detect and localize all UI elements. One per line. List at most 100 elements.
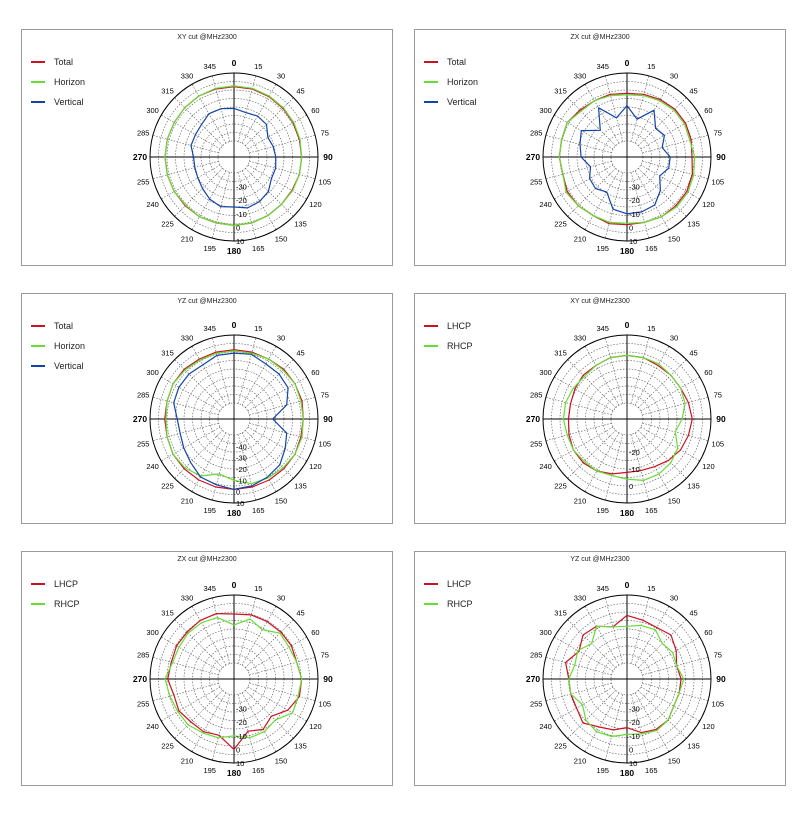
polar-grid-spoke [630,337,650,404]
angle-tick-label: 120 [309,462,322,471]
angle-tick-label: 270 [133,674,147,684]
series-line [173,352,289,490]
angle-tick-label: 240 [539,722,552,731]
angle-tick-label: 165 [645,766,658,775]
polar-grid-spoke [584,346,620,406]
angle-tick-label: 270 [526,674,540,684]
angle-tick-label: 30 [670,334,678,343]
angle-tick-label: 45 [689,609,697,618]
polar-grid-spoke [191,170,227,230]
legend-swatch [31,101,45,103]
legend-swatch [31,345,45,347]
polar-grid-spoke [545,422,612,442]
angle-tick-label: 255 [137,699,150,708]
angle-tick-label: 285 [530,129,543,138]
angle-tick-label: 120 [702,722,715,731]
polar-grid-spoke [567,97,616,146]
angle-tick-label: 285 [530,391,543,400]
polar-grid-spoke [634,84,670,144]
polar-grid-spoke [174,430,223,479]
angle-tick-label: 150 [275,234,288,243]
angle-tick-label: 0 [232,580,237,590]
legend-label: Total [447,57,467,67]
polar-grid-spoke [634,692,670,752]
angle-tick-label: 150 [668,496,681,505]
angle-tick-label: 270 [133,414,147,424]
angle-tick-label: 30 [277,72,285,81]
series-line [164,85,303,226]
angle-tick-label: 135 [687,220,700,229]
angle-tick-label: 315 [161,87,174,96]
radial-tick-label: -30 [236,454,247,463]
polar-grid-spoke [554,426,614,462]
polar-grid-spoke [249,656,316,676]
angle-tick-label: 45 [689,87,697,96]
angle-tick-label: 75 [321,651,329,660]
chart-panel-zx-linear: ZX cut @MHz2300 Total Horizon Vertical -30… [414,29,786,266]
angle-tick-label: 165 [645,244,658,253]
polar-grid-spoke [630,694,650,761]
radial-tick-label: -20 [629,718,640,727]
polar-grid-spoke [604,434,624,501]
angle-tick-label: 225 [161,220,174,229]
series-line [165,350,304,485]
angle-tick-label: 285 [137,129,150,138]
angle-tick-label: 0 [625,58,630,68]
angle-tick-label: 120 [702,200,715,209]
legend-swatch [31,325,45,327]
polar-plot: -30 -20 -10 0 10 0 15 30 45 60 75 90 105 120 135 150 165… [526,580,726,778]
chart-title: XY cut @MHz2300 [570,298,630,305]
chart-panel-xy-circular: XY cut @MHz2300 LHCP RHCP -20 -10 0 0 15 30 45 6… [414,293,786,524]
polar-grid-spoke [634,432,670,492]
legend-swatch [31,583,45,585]
angle-tick-label: 0 [232,320,237,330]
radial-tick-label: 10 [629,759,637,768]
angle-tick-label: 330 [181,72,194,81]
angle-tick-label: 15 [647,584,655,593]
polar-grid-spoke [567,168,616,217]
polar-grid-spoke [237,597,257,664]
angle-tick-label: 165 [252,506,265,515]
angle-tick-label: 315 [554,349,567,358]
legend-label: Horizon [54,341,86,351]
angle-tick-label: 285 [137,651,150,660]
polar-grid-spoke [247,164,307,200]
angle-tick-label: 255 [137,177,150,186]
legend-item: Total [424,52,478,72]
angle-tick-label: 165 [252,766,265,775]
polar-grid-spoke [642,160,709,180]
polar-grid-spoke [545,682,612,702]
angle-tick-label: 330 [181,594,194,603]
polar-grid-spoke [245,168,294,217]
angle-tick-label: 120 [702,462,715,471]
polar-grid-spoke [161,164,221,200]
angle-tick-label: 240 [146,462,159,471]
radial-tick-label: 0 [629,745,633,754]
angle-tick-label: 105 [712,439,725,448]
legend-label: Horizon [447,77,479,87]
angle-tick-label: 210 [181,234,194,243]
series-line [579,105,671,215]
polar-grid-spoke [191,606,227,666]
polar-grid-spoke [247,114,307,150]
angle-tick-label: 150 [668,756,681,765]
polar-grid-spoke [640,164,700,200]
polar-grid-spoke [630,172,650,239]
polar-grid-spoke [152,160,219,180]
angle-tick-label: 345 [203,584,216,593]
polar-grid-spoke [245,690,294,739]
angle-tick-label: 210 [181,756,194,765]
polar-grid-spoke [638,359,687,408]
angle-tick-label: 150 [275,756,288,765]
angle-tick-label: 315 [554,609,567,618]
polar-grid-spoke [211,434,231,501]
polar-grid-spoke [567,690,616,739]
chart-title: YZ cut @MHz2300 [570,556,630,563]
legend-item: Horizon [31,336,85,356]
chart-legend: Total Horizon Vertical [424,52,478,112]
polar-grid-spoke [638,690,687,739]
angle-tick-label: 300 [539,368,552,377]
polar-grid-spoke [554,636,614,672]
legend-swatch [424,101,438,103]
radial-tick-label: -20 [629,448,640,457]
